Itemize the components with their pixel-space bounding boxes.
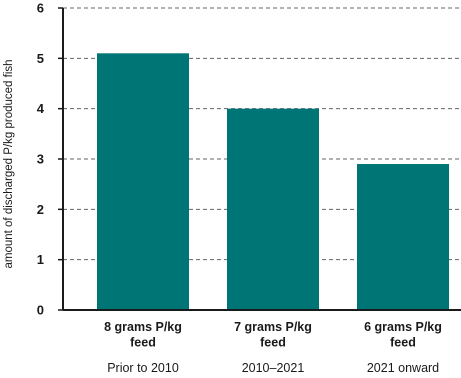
y-tick-label: 3: [37, 152, 44, 167]
x-category-labels: 8 grams P/kg feed Prior to 2010 7 grams P/k…: [104, 320, 442, 375]
x-category-label: feed: [390, 336, 416, 350]
x-category-label: feed: [260, 336, 286, 350]
y-tick-label: 4: [37, 101, 45, 116]
x-period-label: Prior to 2010: [107, 361, 179, 375]
x-period-label: 2021 onward: [367, 361, 439, 375]
y-tick-label: 5: [37, 51, 44, 66]
x-category-label: 6 grams P/kg: [364, 320, 442, 334]
y-tick-label: 6: [37, 1, 44, 16]
y-tick-label: 2: [37, 202, 44, 217]
bar: [97, 53, 189, 311]
bars: [97, 53, 449, 311]
x-category-label: 7 grams P/kg: [234, 320, 312, 334]
y-tick-label: 1: [37, 252, 44, 267]
y-tick-labels: 0 1 2 3 4 5 6: [37, 1, 63, 318]
x-category-label: 8 grams P/kg: [104, 320, 182, 334]
x-category-label: feed: [130, 336, 156, 350]
y-axis-title: amount of discharged P/kg produced fish: [3, 59, 15, 268]
bar: [227, 108, 319, 311]
y-tick-label: 0: [37, 303, 44, 318]
bar: [357, 164, 449, 310]
x-period-label: 2010–2021: [242, 361, 305, 375]
